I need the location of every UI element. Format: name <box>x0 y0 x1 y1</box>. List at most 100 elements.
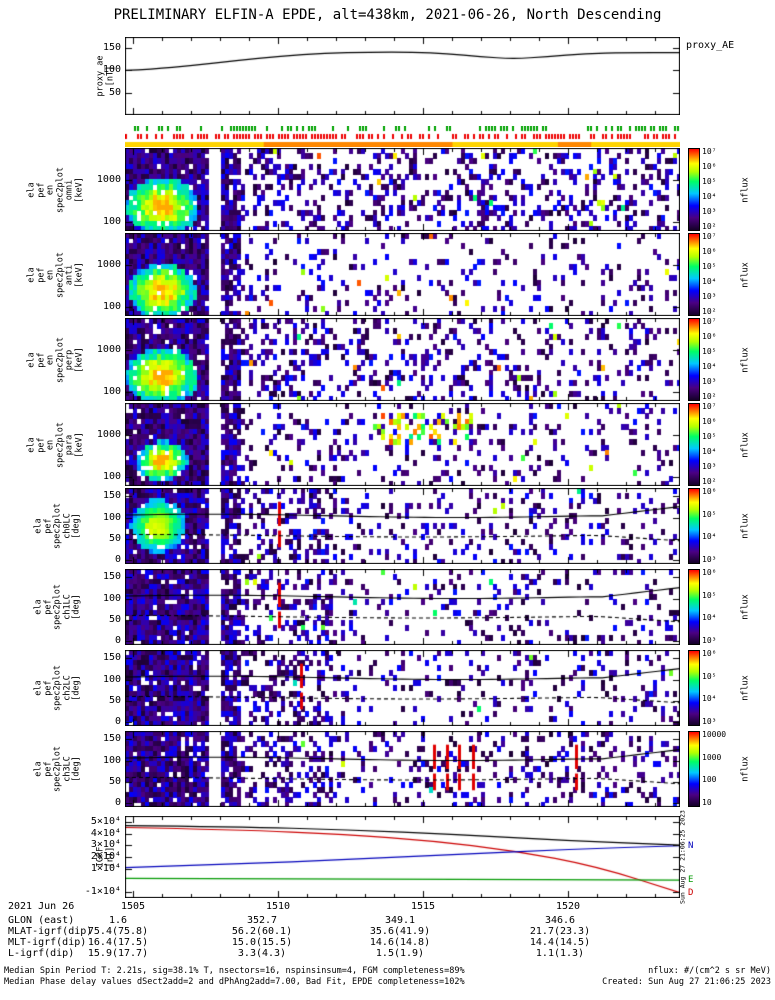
y-tick-label: 0 <box>114 553 121 565</box>
y-tick-label: 50 <box>108 694 121 706</box>
var-value: 16.4(17.5) <box>87 937 149 948</box>
colorbar-tick-label: 10⁶ <box>702 162 717 171</box>
colorbar-tick-label: 10³ <box>702 292 717 301</box>
y-tick-label: 100 <box>102 592 121 604</box>
colorbar-tick-label: 10⁵ <box>702 347 717 356</box>
var-value: 1.5(1.9) <box>375 948 425 959</box>
colorbar-tick-label: 100 <box>702 775 717 785</box>
y-tick-label: 100 <box>102 300 121 312</box>
footer-spin-period: Median Spin Period T: 2.21s, sig=38.1% T… <box>4 966 465 976</box>
colorbar-tick-label: 10⁴ <box>702 694 717 704</box>
colorbar-tick-label: 10⁴ <box>702 362 717 371</box>
colorbar-tick-label: 1000 <box>702 752 722 762</box>
line-label-D: D <box>688 887 694 898</box>
colorbar-para <box>688 403 700 486</box>
var-value: 15.0(15.5) <box>231 937 293 948</box>
ch0LC-canvas <box>125 488 680 564</box>
colorbar-tick-label: 10⁶ <box>702 487 717 496</box>
y-tick-label: 1000 <box>96 344 121 356</box>
colorbar-title-anti: nflux <box>740 261 751 288</box>
y-tick-label: 150 <box>102 42 121 54</box>
colorbar-anti <box>688 233 700 316</box>
y-tick-label: 4×10⁴ <box>90 827 121 839</box>
colorbar-tick-label: 10³ <box>702 555 717 564</box>
y-tick-label: 100 <box>102 511 121 523</box>
colorbar-tick-label: 10³ <box>702 717 717 726</box>
line-label-E: E <box>688 875 694 886</box>
colorbar-tick-label: 10⁴ <box>702 613 717 623</box>
y-tick-label: 0 <box>114 634 121 646</box>
y-tick-label: 1000 <box>96 429 121 441</box>
colorbar-perp <box>688 318 700 401</box>
colorbar-tick-label: 10⁵ <box>702 177 717 186</box>
ch3LC-canvas <box>125 731 680 807</box>
var-value: 1.1(1.3) <box>535 948 585 959</box>
var-value: 21.7(23.3) <box>529 926 591 937</box>
colorbar-tick-label: 10² <box>702 392 717 401</box>
colorbar-omni <box>688 148 700 231</box>
x-tick-label: 1505 <box>120 901 146 912</box>
quality-flag-bars <box>125 126 680 147</box>
var-value: 14.4(14.5) <box>529 937 591 948</box>
colorbar-tick-label: 10² <box>702 307 717 316</box>
colorbar-tick-label: 10⁵ <box>702 432 717 441</box>
colorbar-tick-label: 10⁴ <box>702 447 717 456</box>
colorbar-title-ch2LC: nflux <box>740 675 751 701</box>
colorbar-tick-label: 10⁵ <box>702 590 717 600</box>
var-value: 1.6 <box>108 915 128 926</box>
plot-side-timestamp: Sun Aug 27 21:06:25 2023 <box>678 810 687 904</box>
colorbar-tick-label: 10³ <box>702 207 717 216</box>
colorbar-tick-label: 10⁶ <box>702 649 717 658</box>
colorbar-tick-label: 10 <box>702 798 712 807</box>
x-tick-label: 1515 <box>410 901 436 912</box>
y-tick-label: 150 <box>102 733 121 745</box>
footer-nflux-units: nflux: #/(cm^2 s sr MeV) <box>648 966 771 976</box>
right-label-proxy_ae: proxy_AE <box>686 40 735 51</box>
ch1LC-canvas <box>125 569 680 645</box>
colorbar-tick-label: 10⁷ <box>702 317 717 326</box>
colorbar-ch2LC <box>688 650 700 726</box>
var-label-3: L-igrf(dip) <box>8 948 75 959</box>
y-tick-label: 150 <box>102 571 121 583</box>
y-tick-label: 5×10⁴ <box>90 815 121 827</box>
omni-canvas <box>125 148 680 231</box>
proxy_ae-canvas <box>125 37 680 115</box>
y-tick-label: 150 <box>102 652 121 664</box>
colorbar-ch3LC <box>688 731 700 807</box>
y-tick-label: 3×10⁴ <box>90 839 121 851</box>
var-value: 15.9(17.7) <box>87 948 149 959</box>
colorbar-tick-label: 10³ <box>702 636 717 645</box>
var-label-1: MLAT-igrf(dip) <box>8 926 93 937</box>
colorbar-title-perp: nflux <box>740 346 751 373</box>
x-tick-label: 1520 <box>555 901 581 912</box>
colorbar-tick-label: 10⁴ <box>702 277 717 286</box>
y-tick-label: 100 <box>102 754 121 766</box>
colorbar-title-ch0LC: nflux <box>740 513 751 539</box>
para-canvas <box>125 403 680 486</box>
y-axis-label-anti: ela pef en spec2plot anti [keV] <box>26 251 85 298</box>
colorbar-tick-label: 10000 <box>702 730 727 739</box>
anti-canvas <box>125 233 680 316</box>
x-axis-date-label: 2021 Jun 26 <box>8 901 75 912</box>
var-value: 3.3(4.3) <box>237 948 287 959</box>
colorbar-tick-label: 10² <box>702 222 717 231</box>
colorbar-tick-label: 10⁴ <box>702 532 717 542</box>
var-value: 349.1 <box>384 915 416 926</box>
y-tick-label: 100 <box>102 470 121 482</box>
var-value: 346.6 <box>544 915 576 926</box>
y-tick-label: 1000 <box>96 174 121 186</box>
colorbar-tick-label: 10³ <box>702 377 717 386</box>
y-axis-label-para: ela pef en spec2plot para [keV] <box>26 421 85 468</box>
colorbar-tick-label: 10⁶ <box>702 247 717 256</box>
colorbar-ch0LC <box>688 488 700 564</box>
var-value: 56.2(60.1) <box>231 926 293 937</box>
y-axis-label-perp: ela pef en spec2plot perp [keV] <box>26 336 85 383</box>
y-tick-label: 50 <box>108 613 121 625</box>
var-label-0: GLON (east) <box>8 915 75 926</box>
page-title: PRELIMINARY ELFIN-A EPDE, alt=438km, 202… <box>113 7 662 23</box>
colorbar-tick-label: 10⁶ <box>702 568 717 577</box>
colorbar-tick-label: 10⁵ <box>702 262 717 271</box>
footer-phase-delay: Median Phase delay values dSect2add=2 an… <box>4 977 465 987</box>
